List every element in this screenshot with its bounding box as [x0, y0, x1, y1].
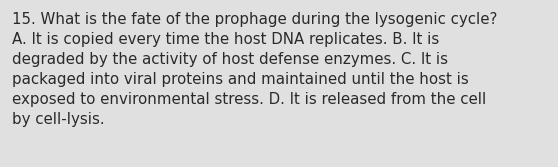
Text: 15. What is the fate of the prophage during the lysogenic cycle?
A. It is copied: 15. What is the fate of the prophage dur…	[12, 12, 497, 127]
